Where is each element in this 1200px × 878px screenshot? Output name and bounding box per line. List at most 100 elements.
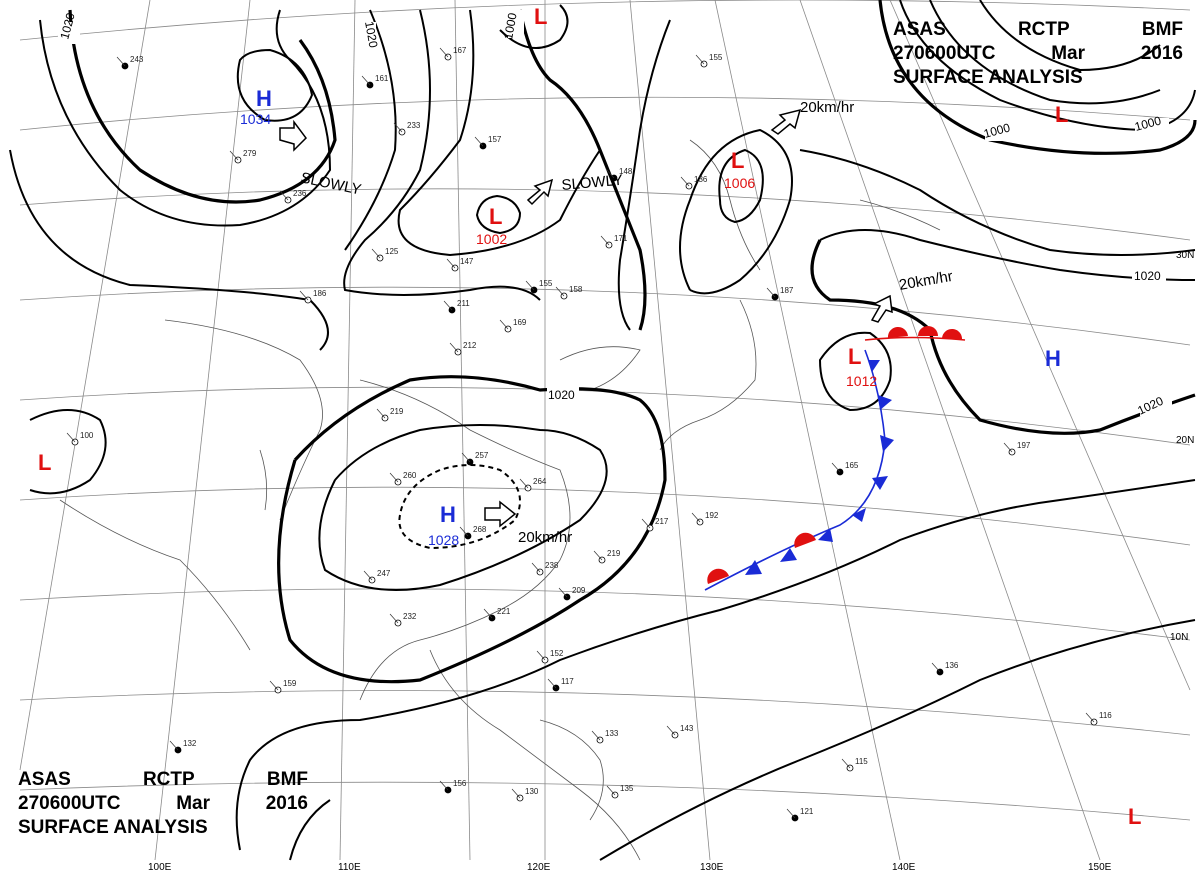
wind-barb bbox=[831, 462, 841, 473]
wind-barb bbox=[389, 613, 399, 624]
header-field: BMF bbox=[1141, 19, 1183, 40]
wind-barb bbox=[449, 342, 459, 353]
station-pressure-value: 264 bbox=[533, 477, 547, 486]
pressure-value: 1006 bbox=[724, 175, 755, 191]
wind-barb bbox=[691, 512, 701, 523]
station-pressure-value: 209 bbox=[572, 586, 586, 595]
station-pressure-value: 167 bbox=[453, 46, 467, 55]
wind-barb bbox=[555, 286, 565, 297]
low-pressure-symbol: L bbox=[38, 450, 51, 475]
warm-front-semicircles bbox=[707, 326, 963, 584]
wind-barb bbox=[461, 452, 471, 463]
wind-barb bbox=[279, 190, 289, 201]
cold-front-triangles bbox=[745, 360, 894, 575]
grid-labels: 30N 20N 10N 100E 110E 120E 130E 140E 150… bbox=[148, 250, 1194, 873]
wind-barb bbox=[439, 780, 449, 791]
header-field: 2016 bbox=[265, 793, 308, 814]
wind-barb bbox=[519, 478, 529, 489]
station-pressure-value: 236 bbox=[293, 189, 307, 198]
station-pressure-value: 136 bbox=[945, 661, 959, 670]
header-field: 2016 bbox=[1140, 43, 1183, 64]
chart-header-top: ASAS RCTP BMF 270600UTC Mar 2016 SURFACE… bbox=[893, 18, 1183, 90]
station-pressure-value: 211 bbox=[457, 299, 470, 308]
isobar-label: 1000 bbox=[501, 11, 519, 40]
low-pressure-symbol: L bbox=[489, 204, 502, 229]
wind-barb bbox=[66, 432, 76, 443]
station-pressure-value: 219 bbox=[390, 407, 404, 416]
motion-arrow-icon bbox=[526, 178, 554, 206]
pressure-value: 1002 bbox=[476, 231, 507, 247]
station-pressure-value: 157 bbox=[488, 135, 502, 144]
station-pressure-value: 233 bbox=[407, 121, 421, 130]
wind-barb bbox=[1085, 712, 1095, 723]
wind-barb bbox=[666, 725, 676, 736]
wind-barb bbox=[680, 176, 690, 187]
station-pressure-value: 212 bbox=[463, 341, 477, 350]
header-field: ASAS bbox=[893, 19, 946, 40]
station-pressure-value: 197 bbox=[1017, 441, 1031, 450]
station-pressure-value: 130 bbox=[525, 787, 539, 796]
latitude-label: 20N bbox=[1176, 435, 1194, 446]
wind-barb bbox=[605, 168, 615, 179]
low-pressure-symbol: L bbox=[1055, 102, 1068, 127]
wind-barb bbox=[269, 680, 279, 691]
station-pressure-value: 243 bbox=[130, 55, 144, 64]
station-pressure-value: 165 bbox=[845, 461, 859, 470]
station-pressure-value: 158 bbox=[569, 285, 583, 294]
wind-barb bbox=[299, 290, 309, 301]
motion-label: SLOWLY bbox=[561, 172, 624, 194]
station-pressure-value: 217 bbox=[655, 517, 669, 526]
header-field: RCTP bbox=[1017, 19, 1070, 40]
station-pressure-value: 232 bbox=[403, 612, 417, 621]
motion-arrow-icon bbox=[279, 119, 307, 152]
isobar-label: 1020 bbox=[548, 388, 575, 402]
wind-barb bbox=[525, 280, 535, 291]
motion-label: 20km/hr bbox=[800, 99, 854, 116]
wind-barb bbox=[376, 408, 386, 419]
wind-barb bbox=[389, 472, 399, 483]
wind-barb bbox=[591, 730, 601, 741]
low-pressure-symbol: L bbox=[731, 148, 744, 173]
header-field: 270600UTC bbox=[893, 43, 996, 64]
coastlines bbox=[59, 139, 941, 861]
motion-arrow-icon bbox=[770, 108, 802, 135]
station-pressure-value: 186 bbox=[313, 289, 327, 298]
low-pressure-symbol: L bbox=[534, 4, 547, 29]
wind-barb bbox=[547, 678, 557, 689]
header-line-2: 270600UTC Mar 2016 bbox=[18, 792, 308, 816]
wind-barb bbox=[1003, 442, 1013, 453]
station-pressure-value: 132 bbox=[183, 739, 197, 748]
wind-barb bbox=[766, 287, 776, 298]
isobars bbox=[9, 0, 1197, 861]
station-pressure-value: 100 bbox=[80, 431, 94, 440]
station-pressure-value: 219 bbox=[607, 549, 621, 558]
header-field: Mar bbox=[1051, 43, 1085, 64]
fronts bbox=[704, 326, 966, 591]
station-pressure-value: 247 bbox=[377, 569, 391, 578]
station-pressure-value: 125 bbox=[385, 247, 399, 256]
station-pressure-value: 171 bbox=[614, 234, 628, 243]
station-pressure-value: 115 bbox=[855, 757, 868, 766]
motion-arrow-icon bbox=[484, 500, 517, 528]
longitude-label: 100E bbox=[148, 862, 172, 873]
longitude-label: 120E bbox=[527, 862, 551, 873]
wind-barb bbox=[393, 122, 403, 133]
pressure-value: 1034 bbox=[240, 111, 271, 127]
header-line-1: ASAS RCTP BMF bbox=[18, 768, 308, 792]
latitude-label: 30N bbox=[1176, 250, 1194, 261]
wind-barb bbox=[511, 788, 521, 799]
wind-barb bbox=[593, 550, 603, 561]
header-field: ASAS bbox=[18, 769, 71, 790]
header-line-3: SURFACE ANALYSIS bbox=[18, 817, 208, 838]
longitude-label: 110E bbox=[338, 862, 361, 873]
header-field: RCTP bbox=[142, 769, 195, 790]
isobar-label: 1020 bbox=[362, 20, 380, 49]
station-pressure-value: 161 bbox=[375, 74, 389, 83]
wind-barb bbox=[459, 526, 469, 537]
station-pressure-value: 156 bbox=[453, 779, 467, 788]
station-pressure-value: 187 bbox=[780, 286, 794, 295]
header-field: BMF bbox=[266, 769, 308, 790]
station-pressure-value: 147 bbox=[460, 257, 474, 266]
station-pressure-value: 152 bbox=[550, 649, 564, 658]
